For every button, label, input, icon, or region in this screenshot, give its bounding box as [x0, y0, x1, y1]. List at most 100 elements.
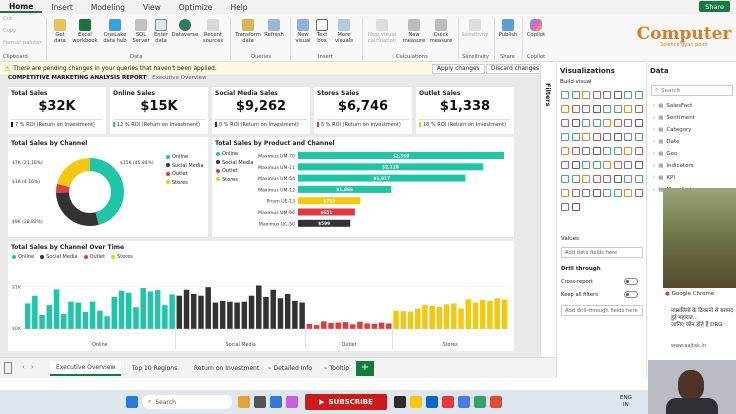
visual-type-icon[interactable] — [603, 147, 611, 155]
tab-tooltip[interactable]: ⌁ Tooltip — [318, 361, 355, 376]
tab-top-regions[interactable]: Top 10 Regions — [126, 361, 183, 376]
visual-type-icon[interactable] — [613, 133, 622, 141]
task-view-icon[interactable] — [254, 396, 266, 408]
more-visuals-button[interactable]: More visuals — [333, 19, 355, 45]
linkedin-icon[interactable] — [426, 396, 438, 408]
data-table-item[interactable]: › ▦ SalesFact — [653, 103, 692, 109]
discard-changes-button[interactable]: Discard changes — [486, 64, 544, 74]
visual-type-icon[interactable] — [634, 175, 643, 183]
language-indicator[interactable]: ENG IN — [620, 395, 632, 408]
kpi-card-social[interactable]: Social Media Sales $9,262 0 % ROI (Retur… — [212, 87, 310, 134]
copy-button[interactable]: Copy — [3, 28, 16, 35]
filters-pane-collapsed[interactable]: Filters — [540, 63, 556, 357]
quick-measure-button[interactable]: Quick measure — [428, 19, 454, 45]
menu-view[interactable]: View — [142, 2, 161, 12]
kpi-card-total[interactable]: Total Sales $32K 7 % ROI (Return on Inve… — [8, 87, 106, 134]
page-view-icon[interactable] — [4, 362, 12, 374]
visual-type-icon[interactable] — [603, 105, 611, 113]
kpi-card-outlet[interactable]: Outlet Sales $1,338 18 % ROI (Return on … — [416, 87, 514, 134]
keep-filters-toggle[interactable] — [624, 291, 638, 298]
visual-type-icon[interactable] — [561, 91, 569, 99]
visual-type-icon[interactable] — [561, 161, 569, 169]
enter-data-button[interactable]: Enter data — [152, 19, 170, 45]
visual-type-icon[interactable] — [592, 175, 601, 183]
widget-icon[interactable] — [238, 396, 250, 408]
visual-type-icon[interactable] — [592, 189, 601, 197]
powerbi-icon[interactable] — [410, 396, 422, 408]
windows-start-icon[interactable] — [126, 396, 138, 408]
app-icon[interactable] — [394, 396, 406, 408]
visual-type-icon[interactable] — [624, 189, 632, 197]
apply-changes-button[interactable]: Apply changes — [432, 64, 485, 74]
app-icon[interactable] — [286, 396, 298, 408]
timeline-chart-card[interactable]: Total Sales by Channel Over Time Online … — [8, 241, 514, 351]
data-table-item[interactable]: › ▦ Geo — [653, 151, 677, 157]
tab-return-on-investment[interactable]: Return on Investment — [188, 361, 265, 376]
visual-type-icon[interactable] — [592, 91, 601, 99]
new-visual-calc-button[interactable]: New visual calculation — [366, 19, 398, 45]
visual-type-icon[interactable] — [634, 147, 643, 155]
visual-type-icon[interactable] — [613, 189, 622, 197]
visual-type-icon[interactable] — [613, 147, 622, 155]
publish-button[interactable]: Publish — [497, 19, 519, 39]
visual-type-icon[interactable] — [582, 147, 590, 155]
cross-report-toggle[interactable] — [624, 278, 638, 285]
share-button[interactable]: Share — [699, 1, 730, 12]
visual-type-icon[interactable] — [561, 147, 569, 155]
new-visual-button[interactable]: New visual — [294, 19, 312, 45]
tab-executive-overview[interactable]: Executive Overview — [50, 361, 122, 376]
new-measure-button[interactable]: New measure — [402, 19, 426, 45]
visual-type-icon[interactable] — [571, 189, 580, 197]
kpi-card-stores[interactable]: Stores Sales $6,746 5 % ROI (Return on I… — [314, 87, 412, 134]
menu-home[interactable]: Home — [0, 2, 43, 13]
data-table-item[interactable]: › ▦ Category — [653, 127, 692, 133]
visual-type-icon[interactable] — [613, 161, 622, 169]
visual-type-icon[interactable] — [624, 105, 632, 113]
visual-type-icon[interactable] — [561, 105, 569, 113]
subscribe-overlay[interactable]: ▶ SUBSCRIBE — [305, 394, 387, 410]
visual-type-icon[interactable] — [624, 147, 632, 155]
cut-button[interactable]: Cut — [3, 16, 12, 23]
visual-type-icon[interactable] — [582, 189, 590, 197]
visual-type-icon[interactable] — [571, 175, 580, 183]
chrome-notification[interactable]: ● Google Chrome — [665, 291, 714, 297]
visual-type-icon[interactable] — [613, 175, 622, 183]
visual-type-icon[interactable] — [561, 175, 569, 183]
add-page-button[interactable]: + — [356, 361, 374, 376]
visual-type-icon[interactable] — [603, 189, 611, 197]
refresh-button[interactable]: Refresh — [263, 19, 285, 39]
data-table-item[interactable]: › ▦ Indicators — [653, 163, 694, 169]
edge-icon[interactable] — [270, 396, 282, 408]
visual-type-icon[interactable] — [571, 133, 580, 141]
visual-type-icon[interactable] — [634, 119, 643, 127]
values-drop-field[interactable]: Add data fields here — [561, 247, 643, 258]
visual-type-icon[interactable] — [582, 105, 590, 113]
news-headline[interactable]: नक्सलियों के ठिकानों से बरामद हुई महारात… — [671, 308, 735, 329]
app-icon[interactable] — [474, 396, 486, 408]
visual-type-icon[interactable] — [603, 91, 611, 99]
app-icon[interactable] — [442, 396, 454, 408]
menu-optimize[interactable]: Optimize — [178, 2, 213, 12]
recent-sources-button[interactable]: Recent sources — [200, 19, 226, 45]
copilot-button[interactable]: Copilot — [525, 19, 547, 39]
dataverse-button[interactable]: Dataverse — [171, 19, 199, 39]
visual-type-icon[interactable] — [634, 91, 643, 99]
visual-type-icon[interactable] — [624, 175, 632, 183]
data-table-item[interactable]: › ▦ KPI — [653, 175, 675, 181]
visual-type-icon[interactable] — [561, 189, 569, 197]
visual-type-icon[interactable] — [561, 203, 569, 211]
visual-type-icon[interactable] — [582, 161, 590, 169]
data-search-input[interactable]: ⌕ Search — [651, 85, 733, 96]
visual-type-icon[interactable] — [571, 105, 580, 113]
excel-button[interactable]: Excel workbook — [71, 19, 99, 45]
visual-type-icon[interactable] — [592, 147, 601, 155]
sensitivity-button[interactable]: Sensitivity — [460, 19, 490, 39]
visual-type-icon[interactable] — [634, 161, 643, 169]
menu-help[interactable]: Help — [230, 2, 248, 12]
format-painter-button[interactable]: Format painter — [3, 40, 42, 47]
visual-type-icon[interactable] — [624, 119, 632, 127]
visual-type-icon[interactable] — [603, 175, 611, 183]
menu-insert[interactable]: Insert — [51, 2, 73, 12]
app-icon[interactable] — [458, 396, 470, 408]
visual-type-icon[interactable] — [603, 161, 611, 169]
